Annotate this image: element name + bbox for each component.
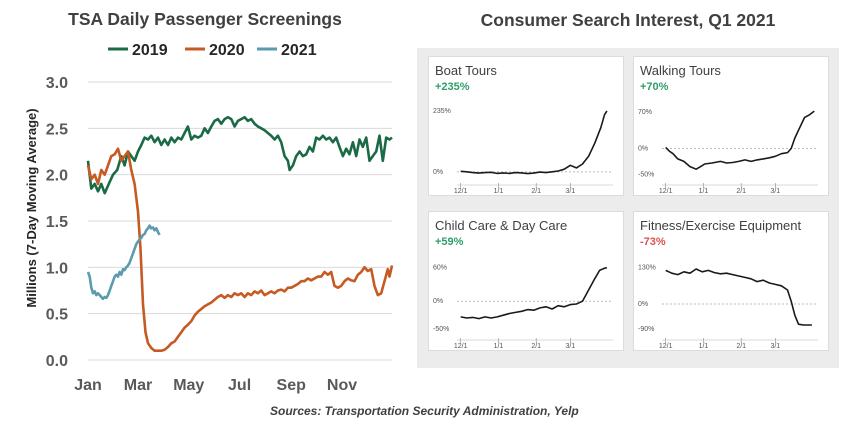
tsa-legend: 2019 2020 2021 [108,42,317,59]
x-tick-label: 3/1 [565,188,575,195]
y-tick-label: -90% [638,326,654,333]
tsa-chart: TSA Daily Passenger Screenings 2019 2020 2… [24,9,394,394]
x-tick-label: Jul [228,377,251,394]
search-interest-title: Consumer Search Interest, Q1 2021 [480,10,776,30]
x-tick-label: 12/1 [659,343,673,350]
panel-title: Walking Tours [640,63,721,78]
panel-title: Boat Tours [435,63,497,78]
panel-change: +235% [435,81,470,93]
x-tick-label: 2/1 [736,188,746,195]
x-tick-label: 2/1 [531,188,541,195]
y-tick-label: 0% [433,298,443,305]
y-tick-label: 1.5 [46,214,68,231]
x-tick-label: 1/1 [494,188,504,195]
tsa-chart-title: TSA Daily Passenger Screenings [68,9,342,29]
x-tick-label: Jan [74,377,102,394]
y-tick-label: 0.5 [46,307,68,324]
tsa-gridlines [88,81,392,361]
x-tick-label: 1/1 [699,188,709,195]
panel-child-care: Child Care & Day Care +59% 60% 0% -50% 12/1… [428,211,624,351]
panel-plot: 235% 0% 12/1 1/1 2/1 3/1 [433,108,613,195]
y-tick-label: 0% [638,301,648,308]
panel-plot: 70% 0% -50% 12/1 1/1 2/1 3/1 [638,109,818,195]
y-tick-label: -50% [433,326,449,333]
x-tick-label: 12/1 [454,188,468,195]
trend-line [460,266,608,320]
trend-line [460,110,608,175]
series-2021-line [86,224,161,301]
y-tick-label: 1.0 [46,260,68,277]
x-tick-label: Nov [327,377,357,394]
x-tick-label: 12/1 [454,343,468,350]
legend-label-2020: 2020 [209,42,245,59]
x-tick-label: 3/1 [770,343,780,350]
x-tick-label: 2/1 [736,343,746,350]
y-tick-label: 235% [433,108,451,115]
panel-plot: 130% 0% -90% 12/1 1/1 2/1 3/1 [638,265,818,350]
x-tick-label: 3/1 [770,188,780,195]
y-tick-label: 70% [638,109,652,116]
legend-label-2021: 2021 [281,42,317,59]
series-2019-line [86,115,393,195]
source-note: Sources: Transportation Security Adminis… [270,404,579,418]
panel-change: -73% [640,236,666,248]
tsa-x-ticks: Jan Mar May Jul Sep Nov [74,377,357,394]
x-tick-label: 3/1 [565,343,575,350]
panel-fitness-equipment: Fitness/Exercise Equipment -73% 130% 0% -9… [633,211,829,351]
trend-line [665,110,815,170]
y-tick-label: 3.0 [46,75,68,92]
y-tick-label: 0% [638,145,648,152]
x-tick-label: Mar [124,377,152,394]
x-tick-label: 1/1 [699,343,709,350]
y-tick-label: 0% [433,169,443,176]
tsa-y-axis-label: Millions (7-Day Moving Average) [24,108,39,307]
x-tick-label: May [173,377,204,394]
panel-boat-tours: Boat Tours +235% 235% 0% 12/1 1/1 2/1 3/1 [428,56,624,196]
tsa-series [86,115,394,352]
y-tick-label: 0.0 [46,353,68,370]
panel-change: +70% [640,81,669,93]
panel-walking-tours: Walking Tours +70% 70% 0% -50% 12/1 1/1 2/1 3/… [633,56,829,196]
y-tick-label: 130% [638,265,656,272]
x-tick-label: 12/1 [659,188,673,195]
x-tick-label: Sep [277,377,307,394]
y-tick-label: -50% [638,171,654,178]
tsa-y-ticks: 0.0 0.5 1.0 1.5 2.0 2.5 3.0 [46,75,68,370]
y-tick-label: 2.5 [46,121,68,138]
panel-title: Fitness/Exercise Equipment [640,218,802,233]
series-2020-line [86,147,394,352]
x-tick-label: 2/1 [531,343,541,350]
trend-line [665,268,812,326]
legend-label-2019: 2019 [132,42,168,59]
y-tick-label: 2.0 [46,168,68,185]
y-tick-label: 60% [433,265,447,272]
panel-title: Child Care & Day Care [435,218,568,233]
panel-change: +59% [435,236,464,248]
panel-plot: 60% 0% -50% 12/1 1/1 2/1 3/1 [433,265,613,350]
x-tick-label: 1/1 [494,343,504,350]
